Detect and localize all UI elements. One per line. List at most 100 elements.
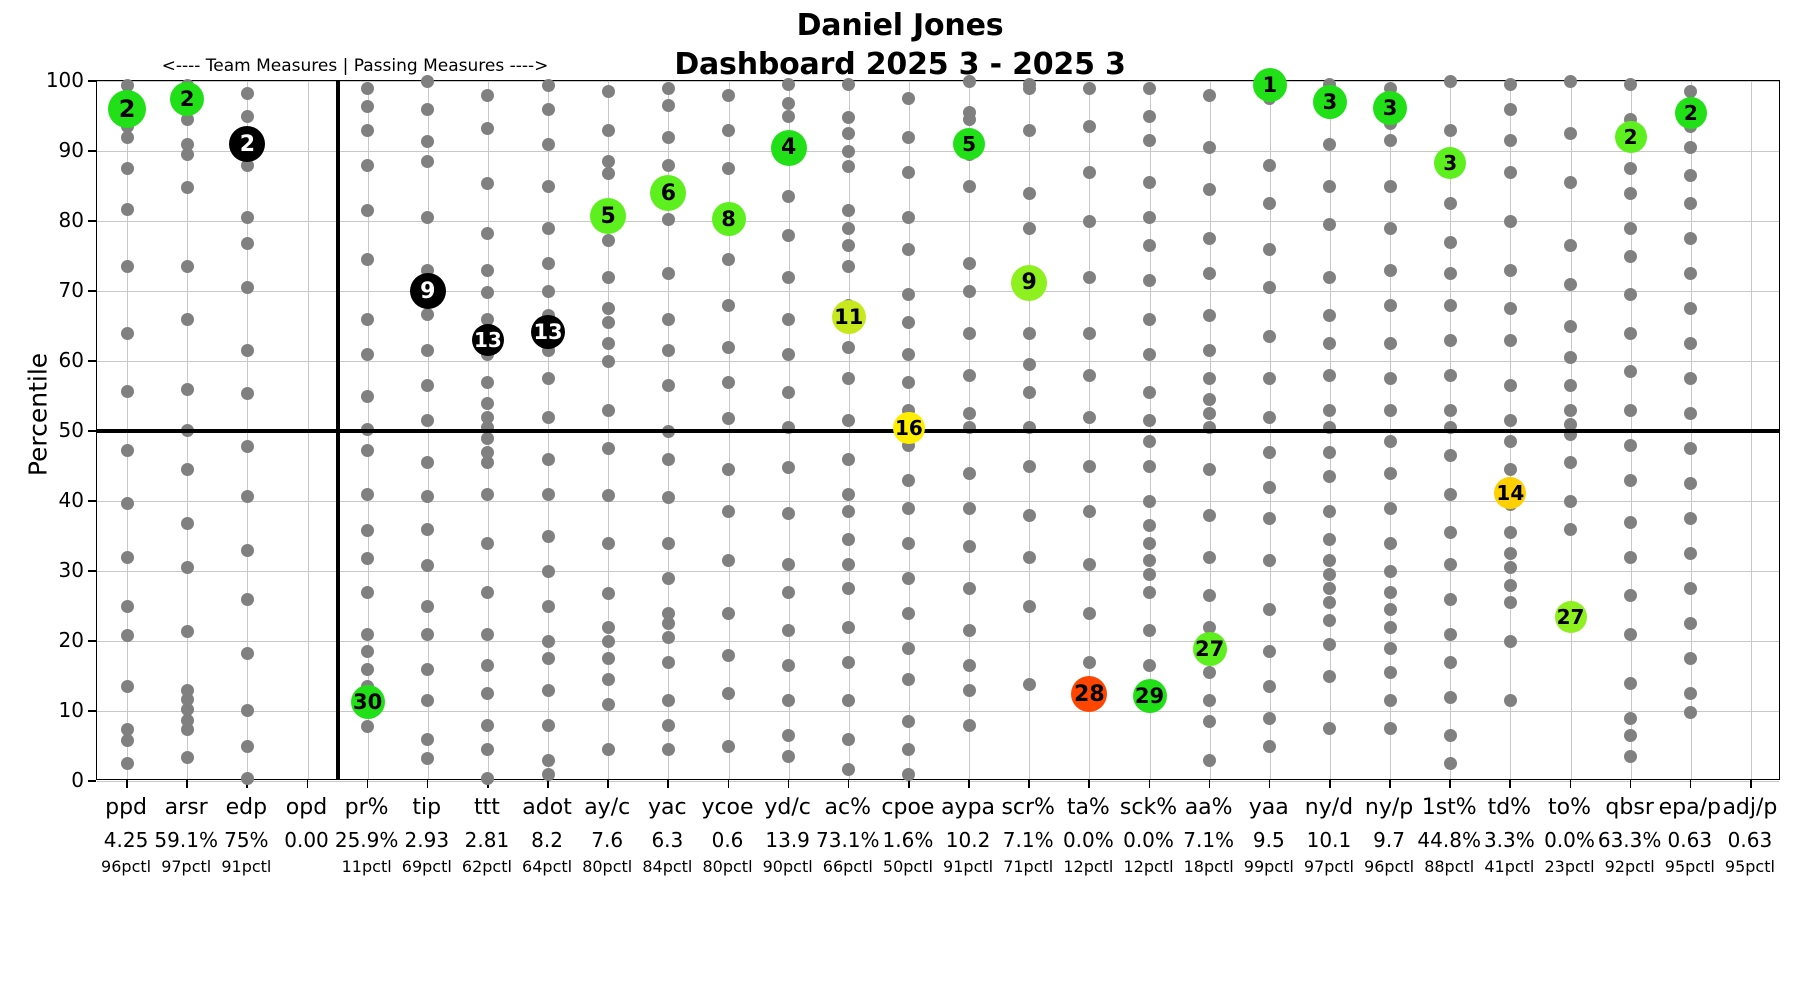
metric-percentile: 12pctl [1123, 857, 1174, 876]
y-axis-label: Percentile [23, 352, 53, 477]
rank-bubble-epap[interactable]: 2 [1674, 97, 1707, 130]
y-axis-tick-label: 70 [58, 278, 84, 302]
rank-bubble-adot[interactable]: 13 [531, 314, 566, 349]
percentile-dot [180, 312, 194, 326]
metric-value: 0.63 [1727, 828, 1773, 852]
x-axis-tick-mark [1268, 780, 1271, 788]
section-divider-line [335, 81, 340, 779]
percentile-dot [902, 641, 916, 655]
percentile-dot [1263, 281, 1277, 294]
percentile-dot [1443, 487, 1457, 501]
metric-percentile: 23pctl [1544, 857, 1595, 876]
percentile-dot [782, 460, 796, 474]
rank-bubble-tip[interactable]: 9 [409, 273, 446, 309]
percentile-dot [722, 253, 735, 266]
percentile-dot [1383, 263, 1397, 277]
metric-value: 75% [224, 828, 269, 852]
rank-bubble-edp[interactable]: 2 [229, 126, 266, 162]
percentile-dot [481, 487, 495, 501]
percentile-dot [601, 634, 615, 648]
percentile-dot [782, 694, 796, 707]
x-axis-tick-mark [727, 780, 730, 788]
rank-bubble-ycoe[interactable]: 8 [711, 201, 746, 236]
percentile-dot [842, 762, 856, 776]
rank-bubble-qbsr[interactable]: 2 [1614, 121, 1647, 153]
percentile-dot [361, 347, 375, 361]
rank-bubble-aa[interactable]: 27 [1192, 632, 1227, 667]
rank-bubble-pr[interactable]: 30 [350, 684, 385, 719]
percentile-dot [421, 307, 435, 321]
percentile-dot [1684, 512, 1698, 525]
percentile-dot [421, 662, 435, 676]
y-axis-tick-mark [88, 80, 96, 82]
percentile-dot [481, 585, 495, 599]
percentile-dot [661, 81, 675, 95]
rank-bubble-nyp[interactable]: 3 [1373, 90, 1408, 125]
percentile-dot [1684, 617, 1698, 630]
percentile-dot [1143, 386, 1156, 399]
percentile-dot [1383, 564, 1397, 578]
metric-name: yd/c [764, 795, 811, 820]
rank-bubble-nyd[interactable]: 3 [1312, 85, 1347, 119]
rank-bubble-aypa[interactable]: 5 [953, 128, 986, 160]
metric-value: 59.1% [154, 828, 218, 852]
rank-bubble-ppd[interactable]: 2 [108, 90, 147, 128]
rank-bubble-yac[interactable]: 6 [650, 175, 687, 211]
percentile-dot [962, 407, 976, 420]
percentile-dot [541, 634, 555, 648]
rank-bubble-td[interactable]: 14 [1494, 476, 1527, 509]
percentile-dot [1203, 372, 1217, 385]
percentile-dot [1443, 368, 1457, 382]
rank-bubble-ayc[interactable]: 5 [590, 198, 627, 235]
rank-bubble-ta[interactable]: 28 [1071, 676, 1108, 713]
percentile-dot [1383, 585, 1397, 599]
rank-bubble-to[interactable]: 27 [1554, 601, 1587, 634]
percentile-dot [902, 165, 916, 179]
percentile-dot [1624, 365, 1638, 378]
percentile-dot [1143, 568, 1156, 581]
percentile-dot [180, 750, 194, 764]
percentile-dot [962, 501, 976, 515]
percentile-dot [1443, 557, 1457, 571]
rank-bubble-scr[interactable]: 9 [1011, 264, 1048, 301]
percentile-dot [361, 662, 375, 676]
percentile-dot [1143, 274, 1156, 287]
rank-bubble-yaa[interactable]: 1 [1252, 67, 1287, 102]
percentile-dot [1203, 753, 1217, 767]
percentile-dot [541, 221, 555, 235]
percentile-dot [1624, 162, 1638, 175]
rank-bubble-arsr[interactable]: 2 [170, 81, 205, 116]
rank-bubble-ac[interactable]: 11 [831, 299, 866, 334]
rank-bubble-ydc[interactable]: 4 [770, 129, 807, 166]
metric-name: edp [225, 795, 268, 820]
rank-bubble-ttt[interactable]: 13 [471, 324, 504, 356]
rank-bubble-cpoe[interactable]: 16 [892, 412, 925, 445]
metric-name: to% [1548, 795, 1591, 820]
percentile-dot [1564, 239, 1577, 252]
percentile-dot [180, 148, 194, 161]
percentile-dot [782, 585, 796, 599]
percentile-dot [902, 571, 916, 585]
percentile-dot [601, 620, 615, 634]
percentile-dot [361, 100, 375, 114]
rank-bubble-1st[interactable]: 3 [1434, 146, 1467, 179]
gridline-horizontal [97, 781, 1779, 782]
percentile-dot [842, 78, 856, 91]
percentile-dot [962, 540, 976, 553]
percentile-dot [421, 379, 435, 392]
percentile-dot [240, 739, 254, 753]
metric-value: 3.3% [1483, 828, 1535, 852]
percentile-dot [1503, 333, 1517, 347]
metric-percentile: 11pctl [341, 857, 392, 876]
percentile-dot [541, 564, 555, 578]
gridline-horizontal [97, 151, 1779, 152]
percentile-dot [601, 234, 615, 248]
percentile-dot [842, 260, 856, 273]
rank-bubble-sck[interactable]: 29 [1132, 678, 1167, 713]
percentile-dot [120, 79, 134, 93]
percentile-dot [120, 130, 134, 144]
percentile-dot [1203, 344, 1217, 357]
percentile-dot [661, 452, 675, 466]
percentile-dot [782, 557, 796, 571]
percentile-dot [1624, 249, 1638, 263]
